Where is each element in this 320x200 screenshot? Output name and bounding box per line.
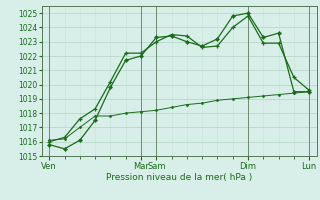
X-axis label: Pression niveau de la mer( hPa ): Pression niveau de la mer( hPa ) — [106, 173, 252, 182]
